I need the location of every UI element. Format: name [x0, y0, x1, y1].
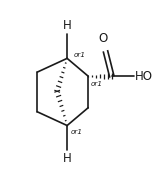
Text: or1: or1: [91, 81, 103, 87]
Text: H: H: [63, 152, 72, 165]
Text: O: O: [98, 32, 108, 45]
Text: H: H: [63, 19, 72, 32]
Text: or1: or1: [71, 129, 83, 135]
Text: or1: or1: [73, 52, 85, 58]
Text: HO: HO: [135, 70, 153, 83]
